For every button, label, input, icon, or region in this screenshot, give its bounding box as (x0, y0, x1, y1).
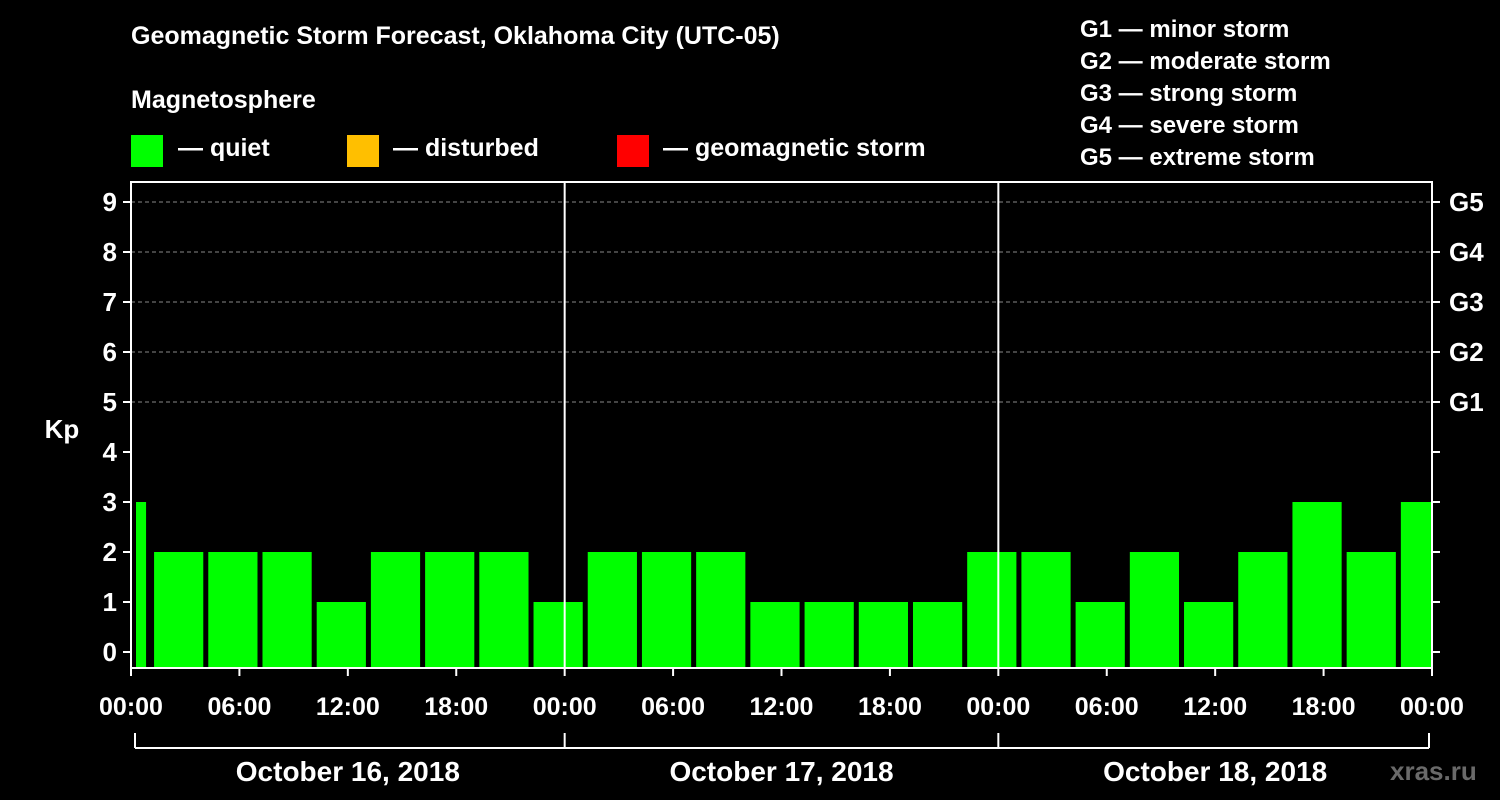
bar-15 (912, 602, 963, 668)
y-tick-label: 0 (103, 637, 117, 667)
day-label: October 17, 2018 (669, 756, 893, 787)
bar-8 (533, 602, 583, 668)
g-level-label: G2 (1449, 337, 1484, 367)
plot-frame (130, 181, 1433, 669)
legend-heading: Magnetosphere (131, 86, 316, 114)
bar-4 (316, 602, 366, 668)
bar-2 (208, 552, 258, 668)
x-tick-label: 12:00 (750, 693, 814, 721)
bar-11 (696, 552, 746, 668)
storm-scale-g3: G3 — strong storm (1080, 80, 1298, 107)
x-tick-label: 06:00 (641, 693, 705, 721)
x-tick-label: 12:00 (316, 693, 380, 721)
x-tick-label: 12:00 (1183, 693, 1247, 721)
y-tick-label: 2 (103, 537, 117, 567)
y-tick-label: 9 (103, 187, 117, 217)
bar-24 (1400, 502, 1432, 668)
bar-5 (370, 552, 421, 668)
bar-20 (1184, 602, 1234, 668)
x-tick-label: 00:00 (533, 693, 597, 721)
x-tick-label: 00:00 (1400, 693, 1464, 721)
g-level-label: G5 (1449, 187, 1484, 217)
chart-title: Geomagnetic Storm Forecast, Oklahoma Cit… (131, 22, 780, 50)
x-tick-label: 18:00 (858, 693, 922, 721)
bar-10 (641, 552, 692, 668)
g-level-label: G4 (1449, 237, 1484, 267)
y-tick-label: 3 (103, 487, 117, 517)
day-label: October 16, 2018 (236, 756, 460, 787)
y-tick-label: 5 (103, 387, 117, 417)
storm-scale-g5: G5 — extreme storm (1080, 144, 1315, 171)
legend-label-disturbed: — disturbed (393, 134, 539, 162)
y-tick-label: 1 (103, 587, 117, 617)
x-tick-label: 18:00 (424, 693, 488, 721)
day-label: October 18, 2018 (1103, 756, 1327, 787)
x-tick-label: 00:00 (99, 693, 163, 721)
legend-swatch-quiet (131, 135, 163, 167)
legend-label-quiet: — quiet (178, 134, 270, 162)
bar-17 (1021, 552, 1071, 668)
bar-6 (425, 552, 475, 668)
y-axis-label: Kp (45, 414, 80, 444)
bar-22 (1292, 502, 1342, 668)
g-level-label: G1 (1449, 387, 1484, 417)
bar-12 (750, 602, 800, 668)
x-tick-label: 18:00 (1292, 693, 1356, 721)
bar-1 (154, 552, 204, 668)
y-tick-label: 7 (103, 287, 117, 317)
legend-swatch-storm (617, 135, 649, 167)
y-tick-label: 6 (103, 337, 117, 367)
bar-14 (858, 602, 908, 668)
legend-label-storm: — geomagnetic storm (663, 134, 926, 162)
storm-scale-g1: G1 — minor storm (1080, 16, 1290, 43)
bar-18 (1075, 602, 1125, 668)
bar-13 (804, 602, 854, 668)
storm-scale-g4: G4 — severe storm (1080, 112, 1299, 139)
bar-19 (1129, 552, 1180, 668)
bar-9 (587, 552, 637, 668)
watermark: xras.ru (1390, 756, 1477, 786)
bar-3 (262, 552, 312, 668)
bar-16 (967, 552, 1017, 668)
bar-0 (136, 502, 147, 668)
x-tick-label: 06:00 (1075, 693, 1139, 721)
legend-swatch-disturbed (347, 135, 379, 167)
g-level-label: G3 (1449, 287, 1484, 317)
y-tick-label: 4 (103, 437, 118, 467)
x-tick-label: 00:00 (966, 693, 1030, 721)
bar-7 (479, 552, 529, 668)
y-tick-label: 8 (103, 237, 117, 267)
x-tick-label: 06:00 (207, 693, 271, 721)
bar-23 (1346, 552, 1396, 668)
bar-21 (1238, 552, 1288, 668)
storm-scale-g2: G2 — moderate storm (1080, 48, 1331, 75)
